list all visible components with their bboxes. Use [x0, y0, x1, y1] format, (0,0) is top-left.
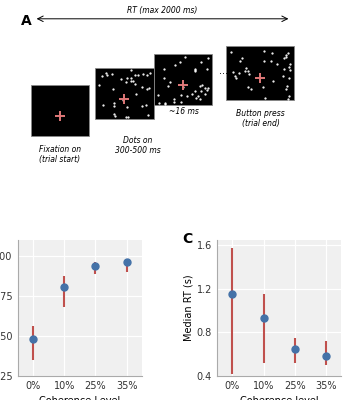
Y-axis label: Median RT (s): Median RT (s) [184, 275, 194, 341]
Text: RT (max 2000 ms): RT (max 2000 ms) [127, 6, 198, 15]
Polygon shape [31, 85, 89, 136]
Polygon shape [153, 54, 212, 106]
Text: ...: ... [219, 66, 228, 76]
Polygon shape [226, 46, 295, 100]
Text: ~16 ms: ~16 ms [169, 107, 199, 116]
X-axis label: Coherence Level: Coherence Level [39, 396, 120, 400]
Text: Button press
(trial end): Button press (trial end) [236, 109, 285, 128]
Text: Dots on
300-500 ms: Dots on 300-500 ms [114, 136, 160, 156]
Text: Fixation on
(trial start): Fixation on (trial start) [39, 144, 81, 164]
Text: A: A [21, 14, 32, 28]
Polygon shape [95, 68, 153, 119]
X-axis label: Coherence level: Coherence level [240, 396, 319, 400]
Text: C: C [182, 232, 192, 246]
